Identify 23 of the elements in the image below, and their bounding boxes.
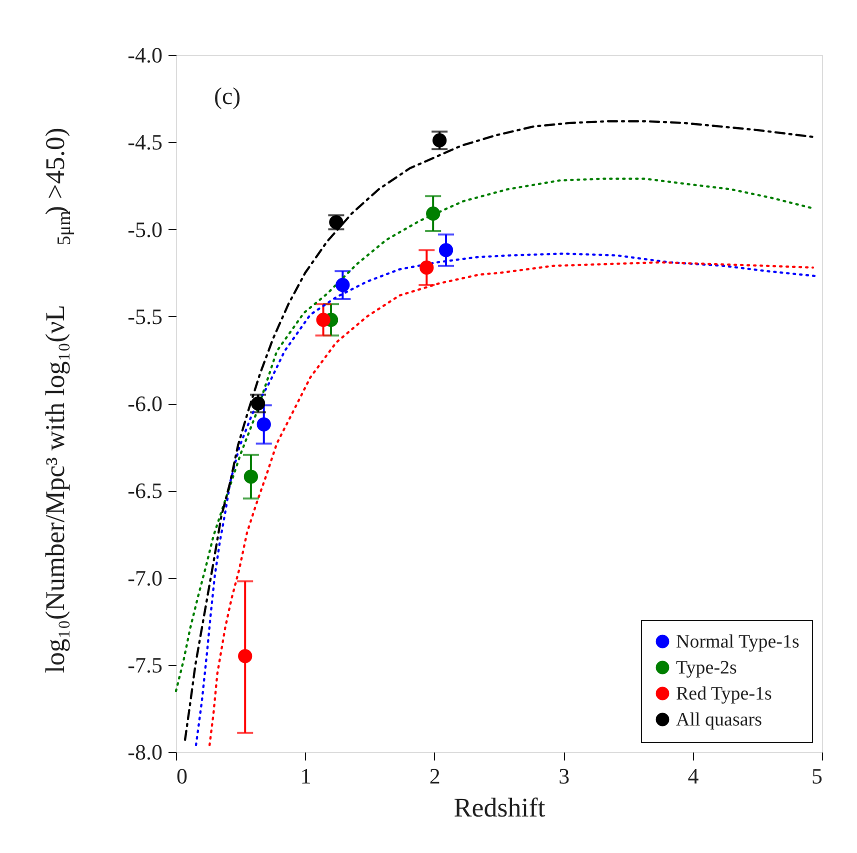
y-tick-label: -5.0 <box>128 216 162 242</box>
legend-label: Red Type-1s <box>676 684 772 704</box>
x-tick-label: 5 <box>812 764 822 788</box>
x-tick-label: 1 <box>300 764 312 788</box>
legend-label: Type-2s <box>676 658 737 678</box>
x-tick-label: 0 <box>176 764 188 788</box>
x-tick-label: 2 <box>429 764 440 788</box>
line-series <box>184 120 814 741</box>
y-tick-label: -7.0 <box>128 565 162 590</box>
legend-label: Normal Type-1s <box>676 632 800 652</box>
y-tick-label: -4.0 <box>128 42 162 68</box>
text: log₁₀(Number/Mpc³ with log₁₀(νL5μm) >45.0) <box>40 128 75 674</box>
y-tick-label: -6.0 <box>128 391 162 416</box>
y-tick-label: -7.5 <box>128 652 162 678</box>
annotation: (c) <box>214 84 241 110</box>
y-tick-label: -5.5 <box>128 304 162 329</box>
x-axis-title: Redshift <box>454 792 546 822</box>
y-tick-label: -6.5 <box>128 478 162 504</box>
x-tick-label: 4 <box>688 764 699 788</box>
x-tick-label: 3 <box>558 764 570 788</box>
y-tick-label: -8.0 <box>128 740 162 764</box>
legend-label: All quasars <box>676 710 762 730</box>
y-tick-label: -4.5 <box>128 130 162 155</box>
